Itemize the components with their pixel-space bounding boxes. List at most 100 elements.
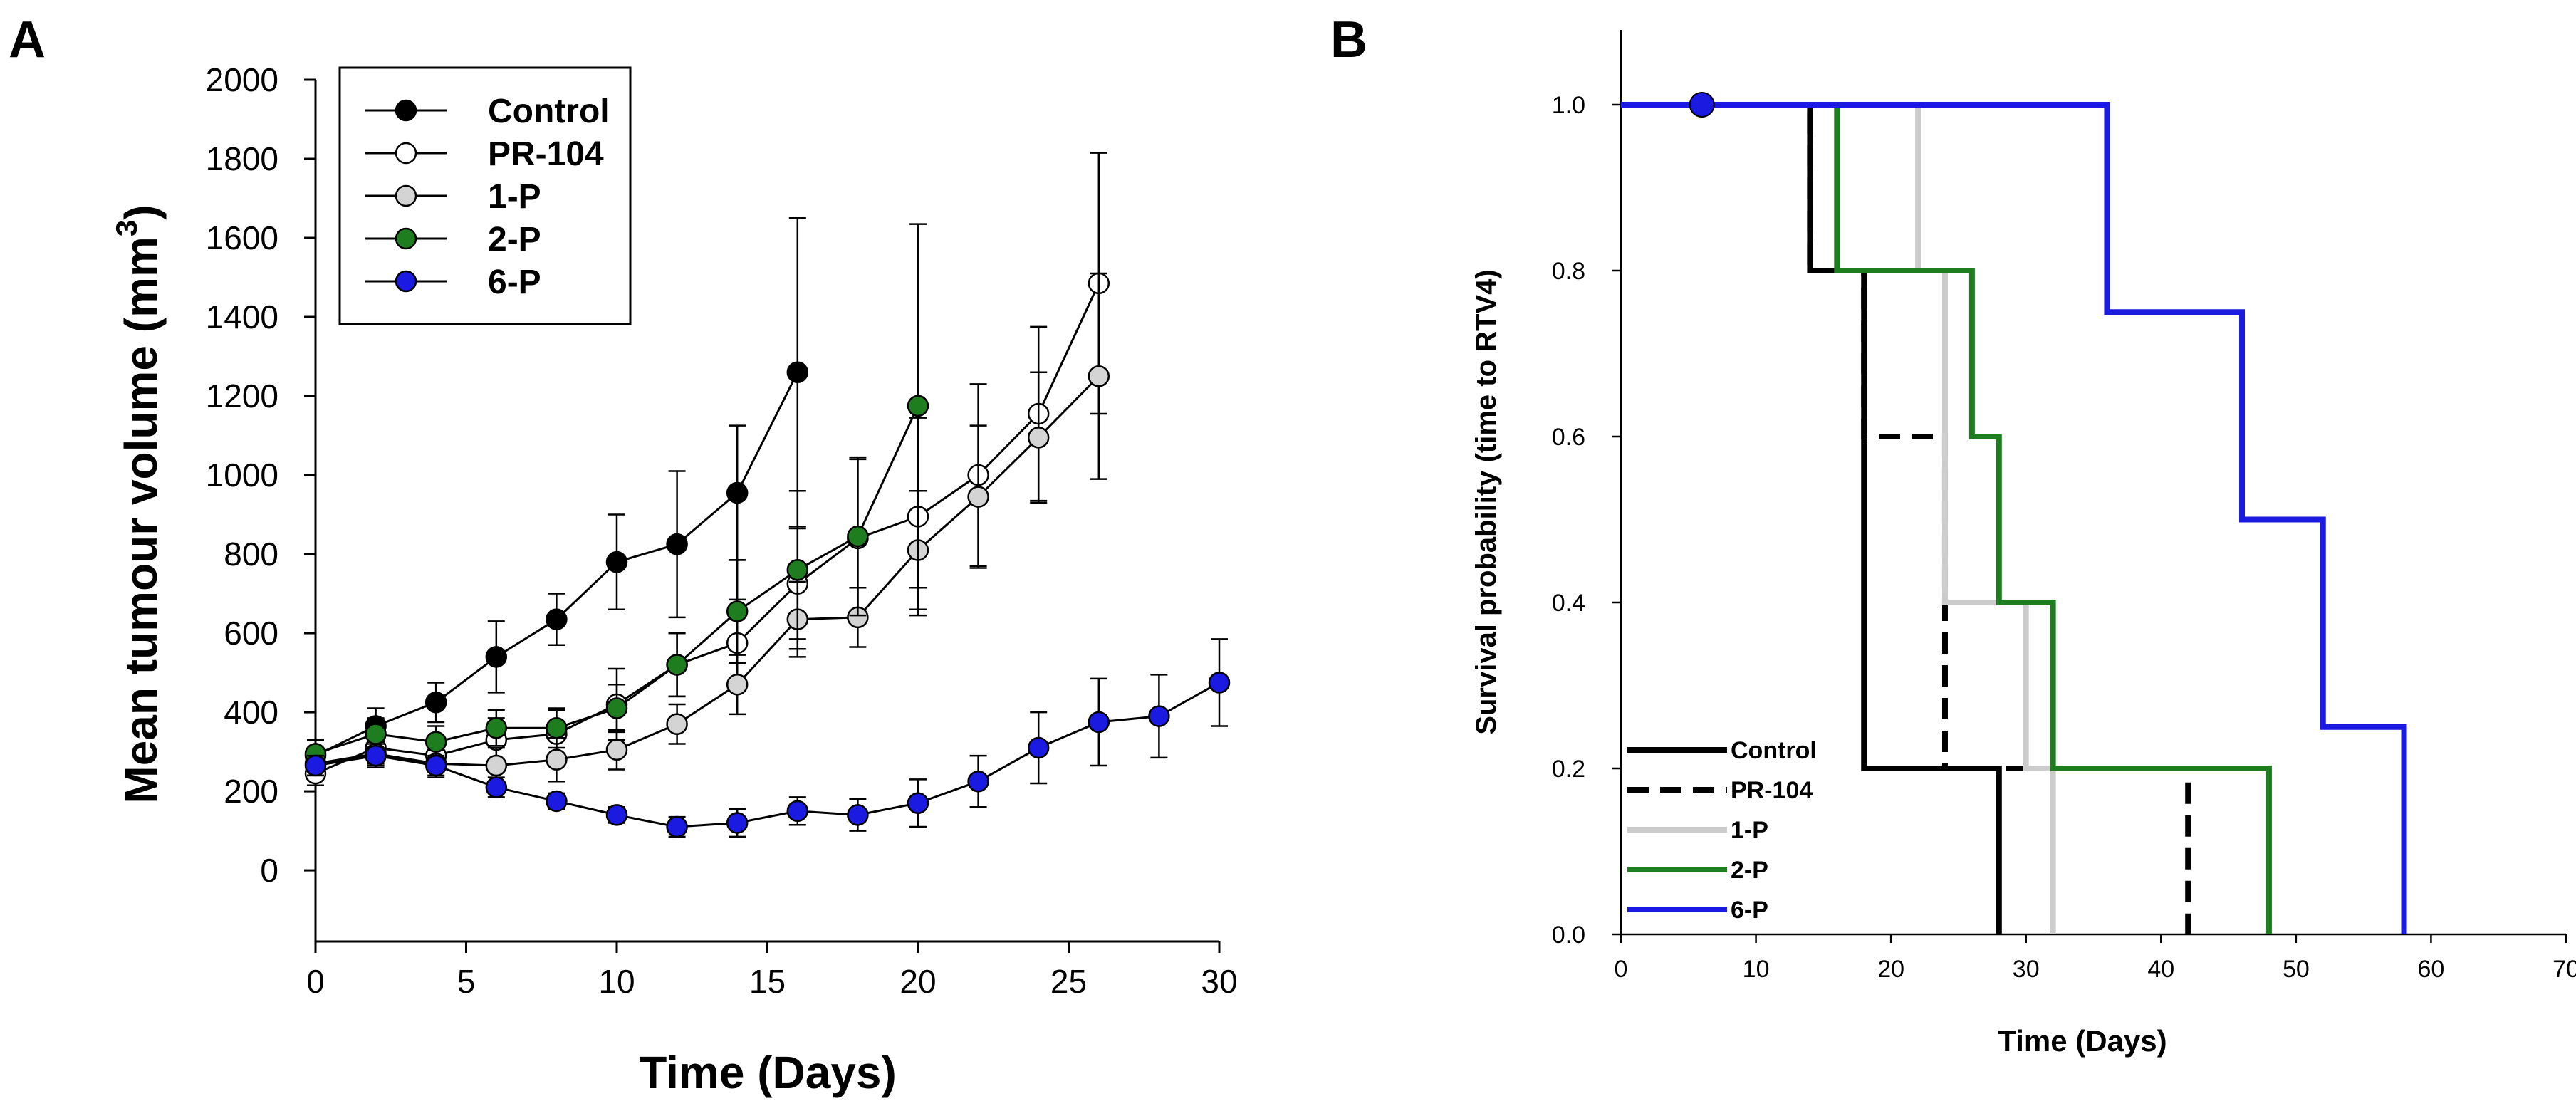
panel-b-y-tick-label: 0.6	[1552, 424, 1585, 451]
panel-a-y-tick-label: 200	[224, 773, 278, 810]
panel-a-y-tick-label: 1600	[206, 219, 278, 256]
panel-a-series-1-p-point	[967, 486, 989, 508]
panel-a-series-6-p-point	[365, 744, 387, 767]
panel-a-xlabel: Time (Days)	[639, 1047, 897, 1098]
panel-a-series-1-p-point	[605, 739, 628, 761]
panel-b-x-tick-label: 50	[2283, 956, 2310, 983]
panel-b-series-6-p-step-line	[1621, 102, 2407, 934]
panel-a-ylabel: Mean tumour volume (mm3)	[110, 204, 167, 803]
panel-b-xlabel: Time (Days)	[1998, 1024, 2166, 1058]
panel-a-series-6-p-point	[967, 770, 989, 793]
panel-a-legend-marker	[395, 270, 417, 293]
panel-a-series-control-point	[605, 551, 628, 573]
panel-b-series-2-p-step-line	[1621, 102, 2272, 934]
panel-b-series-1-p-step-line	[1621, 102, 2056, 934]
panel-a-series-6-p-point	[847, 804, 869, 826]
panel-a-series-control-point	[786, 361, 809, 383]
panel-a-series-6-p-point	[304, 754, 327, 777]
panel-a-legend-marker	[395, 142, 417, 165]
panel-a-series-6-p-point	[726, 812, 749, 834]
panel-b-x-tick-label: 30	[2013, 956, 2040, 983]
panel-b-legend-label: 1-P	[1731, 817, 1768, 844]
panel-a-label: A	[9, 11, 46, 68]
panel-a-x-tick-label: 5	[457, 963, 476, 1000]
panel-b-plot: 0 10 20 30 40 50 60 70 0.0 0.2 0.4 0.6 0.8 1.0 Control…	[1552, 30, 2576, 983]
panel-a-series-1-p-point	[1027, 427, 1050, 449]
panel-a-series-6-p-point	[1148, 705, 1170, 727]
panel-a-legend-label: 2-P	[488, 221, 541, 259]
panel-a-y-tick-label: 0	[260, 852, 278, 889]
panel-b-y-tick-label: 0.8	[1552, 258, 1585, 285]
panel-b-censor-marker	[1689, 92, 1715, 118]
panel-b-y-tick-label: 0.0	[1552, 922, 1585, 949]
panel-b-y-tick-label: 0.2	[1552, 756, 1585, 783]
panel-a-ylabel-sup: 3	[110, 220, 143, 236]
panel-a-y-tick-label: 1000	[206, 457, 278, 494]
panel-a-series-6-p-point	[786, 800, 809, 823]
panel-b-x-tick-label: 40	[2147, 956, 2174, 983]
panel-b-x-tick-label: 60	[2418, 956, 2445, 983]
panel-a-series-2-p-point	[726, 600, 749, 622]
panel-b-y-tick-label: 1.0	[1552, 92, 1585, 119]
panel-a-series-6-p-point	[666, 815, 688, 838]
panel-b-x-tick-label: 0	[1615, 956, 1628, 983]
panel-a-series-1-p-point	[666, 713, 688, 735]
panel-a-x-tick-label: 15	[749, 963, 786, 1000]
panel-a-y-tick-label: 600	[224, 615, 278, 652]
panel-a-series-2-p-point	[424, 731, 447, 753]
panel-a-legend-marker	[395, 184, 417, 207]
panel-a-legend-label: 6-P	[488, 264, 541, 301]
panel-a-ylabel-base: Mean tumour volume (mm	[115, 236, 167, 804]
panel-a-series-2-p-point	[666, 654, 688, 676]
panel-a-series-2-p-point	[365, 723, 387, 745]
panel-a-series-control-point	[485, 646, 508, 668]
panel-a-series-control-point	[726, 481, 749, 504]
panel-a-series-1-p-point	[485, 754, 508, 777]
panel-b-legend-label: PR-104	[1731, 777, 1813, 804]
panel-a-legend-label: Control	[488, 93, 610, 130]
panel-a-series-6-p-point	[907, 792, 929, 814]
panel-a-series-control-point	[666, 533, 688, 555]
panel-a-series-2-p-point	[485, 717, 508, 739]
panel-a-plot: 0 5 10 15 20 25 30 0 200 400 600 800 1000 1200 1400 160…	[206, 61, 1238, 1000]
panel-a-series-6-p-point	[546, 790, 568, 813]
panel-a-series-2-p-point	[907, 395, 929, 417]
panel-a-legend-marker	[395, 99, 417, 122]
panel-a-y-tick-label: 1800	[206, 140, 278, 177]
panel-a-series-1-p-point	[1088, 365, 1110, 387]
panel-a-series-2-p-point	[786, 559, 809, 581]
panel-b-y-tick-label: 0.4	[1552, 590, 1585, 617]
panel-a-series-6-p-point	[1027, 736, 1050, 759]
panel-a-series-6-p-line	[315, 682, 1220, 828]
panel-a-series-control-point	[546, 608, 568, 630]
panel-a-x-tick-label: 30	[1201, 963, 1237, 1000]
panel-b-label: B	[1330, 11, 1367, 68]
panel-a-series-2-p-point	[546, 717, 568, 739]
panel-a-series-6-p-point	[605, 804, 628, 826]
panel-a-series-2-p-point	[605, 697, 628, 719]
panel-a-series-1-p-point	[546, 748, 568, 771]
panel-b-x-tick-label: 70	[2552, 956, 2576, 983]
panel-a-y-tick-label: 1200	[206, 377, 278, 414]
panel-b-ylabel: Survival probability (time to RTV4)	[1471, 269, 1502, 734]
panel-a-series-6-p-point	[1208, 672, 1231, 694]
panel-a-ylabel-close: )	[115, 204, 167, 219]
panel-a-y-tick-label: 2000	[206, 61, 278, 98]
panel-b-legend-label: 6-P	[1731, 897, 1768, 924]
panel-a-series-6-p-point	[424, 754, 447, 777]
panel-a-y-tick-label: 400	[224, 694, 278, 731]
panel-b-x-tick-label: 10	[1743, 956, 1770, 983]
panel-a-y-tick-label: 800	[224, 536, 278, 573]
panel-a-y-tick-label: 1400	[206, 298, 278, 335]
panel-a-legend-marker	[395, 227, 417, 250]
panel-a-legend-label: 1-P	[488, 178, 541, 216]
panel-a-x-tick-label: 20	[899, 963, 936, 1000]
panel-a-x-tick-label: 10	[598, 963, 635, 1000]
panel-a-x-tick-label: 0	[306, 963, 325, 1000]
panel-a-series-control-point	[424, 691, 447, 714]
panel-a-series-1-p-point	[726, 673, 749, 696]
panel-a-legend-label: PR-104	[488, 135, 604, 173]
panel-a-series-6-p-point	[485, 776, 508, 798]
panel-b-x-tick-label: 20	[1877, 956, 1904, 983]
